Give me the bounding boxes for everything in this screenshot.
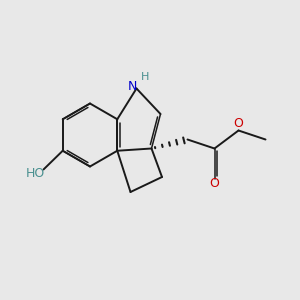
- Text: H: H: [141, 72, 149, 82]
- Text: N: N: [128, 80, 138, 93]
- Text: O: O: [210, 177, 219, 190]
- Text: O: O: [234, 117, 243, 130]
- Text: HO: HO: [26, 167, 45, 180]
